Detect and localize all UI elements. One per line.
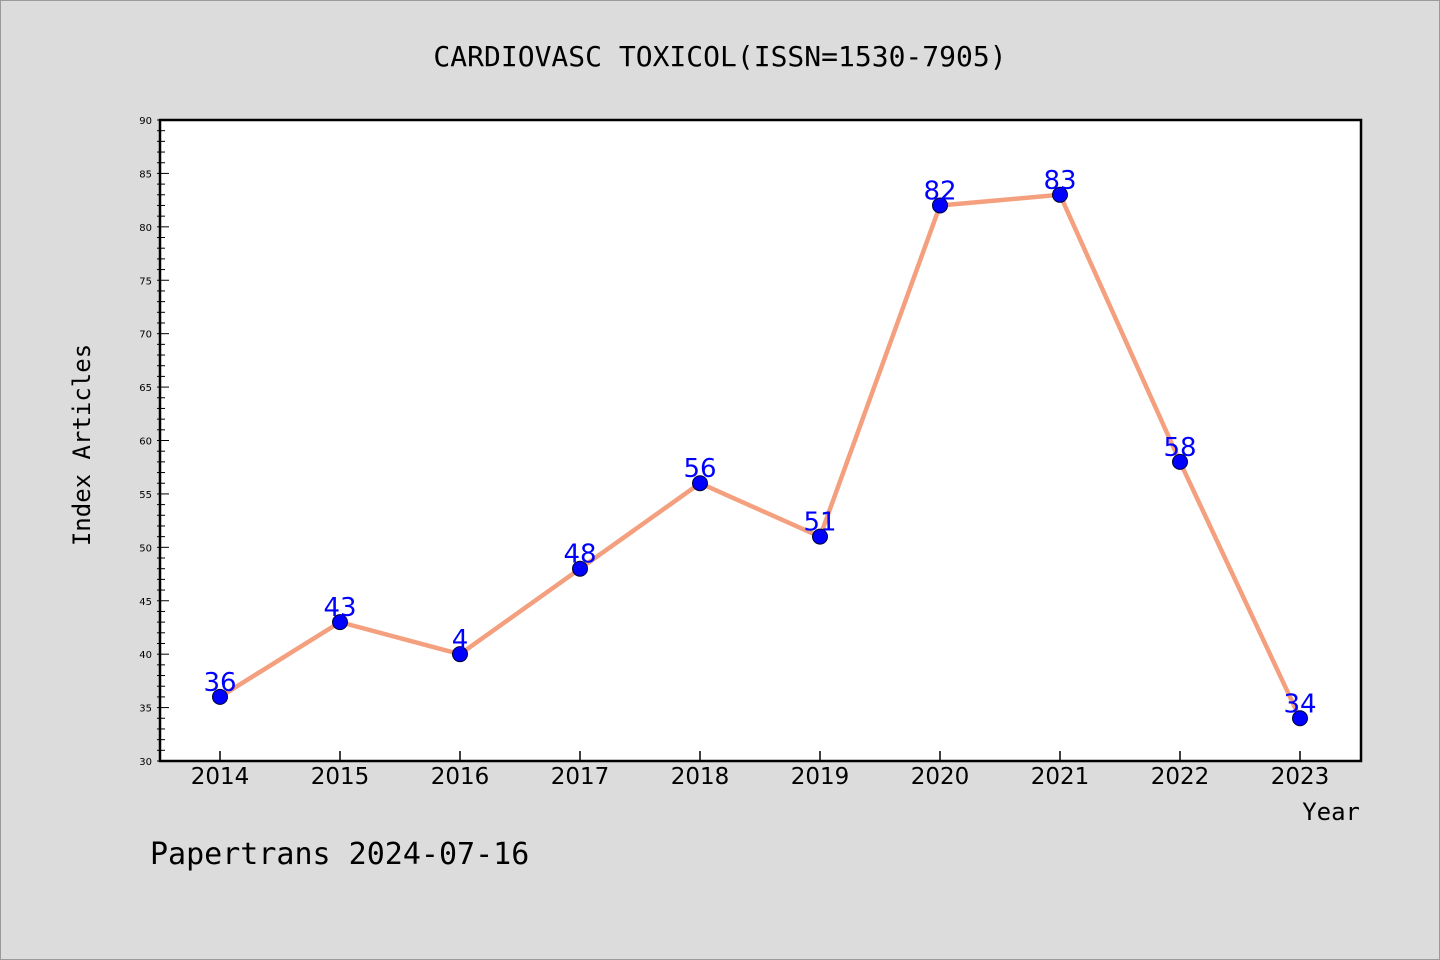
data-label: 56 bbox=[683, 454, 716, 484]
x-tick-label: 2015 bbox=[311, 764, 370, 790]
data-point bbox=[1052, 186, 1068, 203]
data-labels: 36 43 4 48 56 51 82 83 58 34 bbox=[203, 166, 1316, 719]
y-tick-labels: 30 35 40 45 50 55 60 65 70 75 80 85 90 bbox=[139, 116, 152, 768]
y-tick-label: 45 bbox=[139, 597, 152, 608]
data-label: 43 bbox=[323, 593, 356, 623]
data-label: 58 bbox=[1163, 433, 1196, 463]
y-tick-label: 50 bbox=[139, 543, 152, 554]
y-tick-label: 35 bbox=[139, 704, 152, 715]
x-tick-label: 2021 bbox=[1031, 764, 1090, 790]
data-point bbox=[812, 528, 828, 545]
x-tick-label: 2022 bbox=[1151, 764, 1210, 790]
data-label: 4 bbox=[452, 625, 469, 655]
plot-area bbox=[160, 120, 1361, 761]
x-tick-label: 2018 bbox=[671, 764, 730, 790]
data-point bbox=[212, 688, 228, 705]
data-point bbox=[1292, 710, 1308, 727]
y-tick-label: 90 bbox=[139, 116, 152, 127]
series-markers bbox=[212, 186, 1308, 727]
data-point bbox=[452, 646, 468, 663]
x-tick-label: 2016 bbox=[431, 764, 490, 790]
x-tick-label: 2017 bbox=[551, 764, 610, 790]
data-label: 82 bbox=[923, 176, 956, 206]
x-tick-label: 2023 bbox=[1271, 764, 1330, 790]
y-tick-label: 85 bbox=[139, 169, 152, 180]
y-tick-label: 60 bbox=[139, 437, 152, 448]
data-label: 34 bbox=[1283, 689, 1316, 719]
y-tick-label: 30 bbox=[139, 757, 152, 768]
data-label: 51 bbox=[803, 508, 836, 538]
plot-border bbox=[158, 118, 1363, 763]
y-tick-label: 55 bbox=[139, 490, 152, 501]
data-point bbox=[1172, 453, 1188, 470]
y-tick-label: 70 bbox=[139, 330, 152, 341]
x-tick-label: 2014 bbox=[191, 764, 250, 790]
y-tick-label: 75 bbox=[139, 276, 152, 287]
data-point bbox=[692, 475, 708, 492]
data-point bbox=[932, 197, 948, 214]
footer-credit: Papertrans 2024-07-16 bbox=[150, 837, 529, 872]
chart-title: CARDIOVASC TOXICOL(ISSN=1530-7905) bbox=[433, 40, 1006, 73]
series-polyline bbox=[218, 192, 1303, 720]
data-point bbox=[572, 560, 588, 577]
x-axis-title: Year bbox=[1302, 798, 1360, 826]
y-tick-label: 80 bbox=[139, 223, 152, 234]
data-label: 48 bbox=[563, 540, 596, 570]
y-tick-label: 40 bbox=[139, 650, 152, 661]
x-tick-label: 2019 bbox=[791, 764, 850, 790]
y-axis-title: Index Articles bbox=[68, 344, 96, 546]
data-point bbox=[332, 614, 348, 631]
data-label: 83 bbox=[1043, 166, 1076, 196]
x-tick-label: 2020 bbox=[911, 764, 970, 790]
x-tick-labels: 2014 2015 2016 2017 2018 2019 2020 2021 2022 2023 bbox=[191, 764, 1330, 790]
series-line bbox=[218, 192, 1303, 720]
data-label: 36 bbox=[203, 668, 236, 698]
y-tick-label: 65 bbox=[139, 383, 152, 394]
